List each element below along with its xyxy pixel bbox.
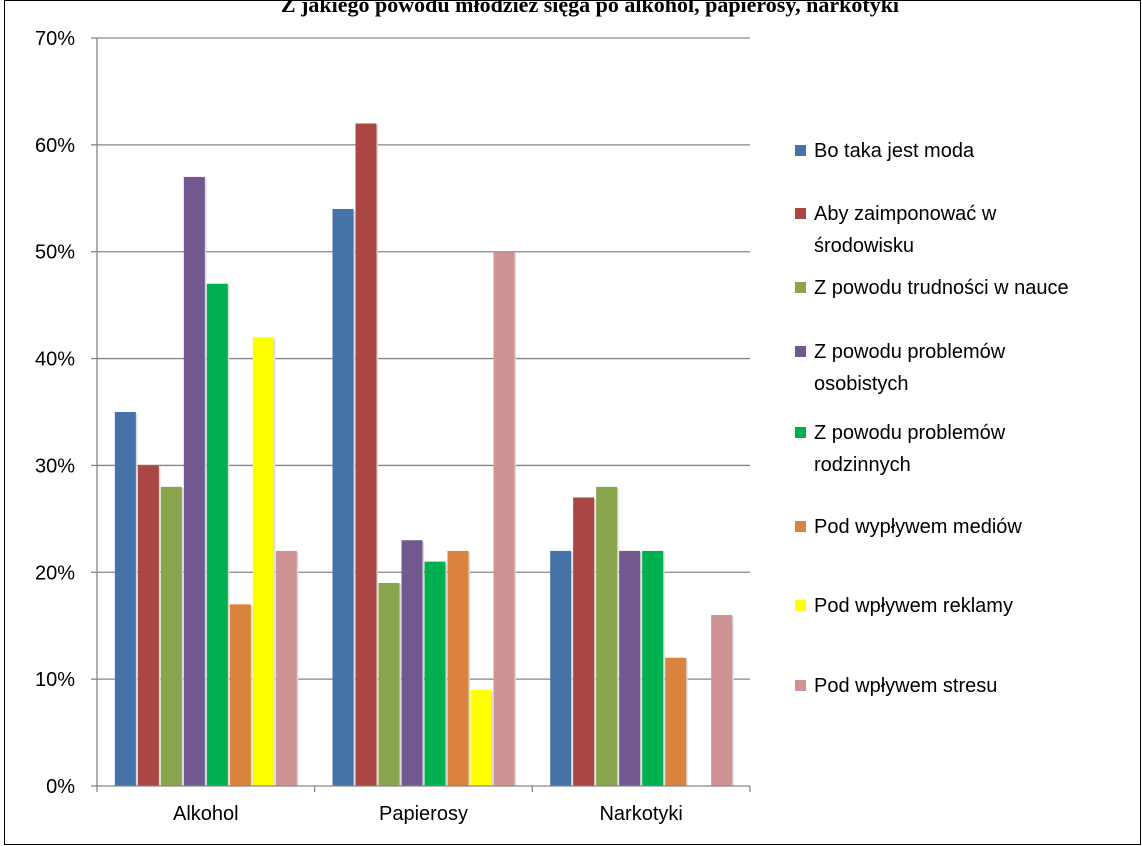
chart-border [4,0,1141,845]
legend-swatch [795,427,806,438]
bar [183,176,205,786]
bars [114,123,734,786]
y-tick-label: 30% [35,455,75,477]
bar [596,486,618,786]
y-tick-label: 10% [35,669,75,691]
x-tick-label: Papierosy [379,803,468,825]
chart-title: Z jakiego powodu młodzież sięga po alkoh… [281,0,899,17]
y-tick-label: 70% [35,28,75,50]
legend-label: środowisku [814,235,914,257]
y-tick-label: 50% [35,242,75,264]
legend-label: Bo taka jest moda [814,140,975,162]
y-tick-label: 60% [35,135,75,157]
legend-swatch [795,680,806,691]
bar [355,123,377,786]
legend-label: rodzinnych [814,454,911,476]
bar [137,465,159,786]
bar [332,208,354,786]
legend-label: osobistych [814,373,909,395]
bar [665,657,687,786]
legend-label: Pod wpływem stresu [814,675,997,697]
legend-label: Z powodu trudności w nauce [814,277,1069,299]
legend-swatch [795,346,806,357]
y-tick-label: 20% [35,562,75,584]
legend-swatch [795,600,806,611]
bar [206,283,228,786]
legend-label: Z powodu problemów [814,422,1006,444]
bar [619,550,641,786]
bar [229,604,251,786]
bar [160,486,182,786]
bar [114,412,136,786]
y-tick-label: 0% [46,776,75,798]
axes: 0% 10% 20% 30% 40% 50% 60% 70% Alkohol Papierosy N… [35,28,751,825]
legend-swatch [795,208,806,219]
legend-label: Z powodu problemów [814,341,1006,363]
legend-label: Pod wpływem reklamy [814,595,1013,617]
bar [470,689,492,786]
legend: Bo taka jest moda Aby zaimponować w środow… [795,140,1069,697]
bar [424,561,446,786]
legend-swatch [795,521,806,532]
bar [447,550,469,786]
legend-swatch [795,145,806,156]
x-tick-label: Narkotyki [599,803,682,825]
bar [275,550,297,786]
bar [493,251,515,786]
legend-label: Aby zaimponować w [814,203,997,225]
bar [252,337,274,786]
bar [642,550,664,786]
x-tick-label: Alkohol [173,803,239,825]
bar [550,550,572,786]
legend-swatch [795,282,806,293]
bar [401,540,423,786]
y-tick-label: 40% [35,349,75,371]
bar [573,497,595,786]
bar [378,582,400,786]
legend-label: Pod wypływem mediów [814,516,1022,538]
bar [711,615,733,786]
